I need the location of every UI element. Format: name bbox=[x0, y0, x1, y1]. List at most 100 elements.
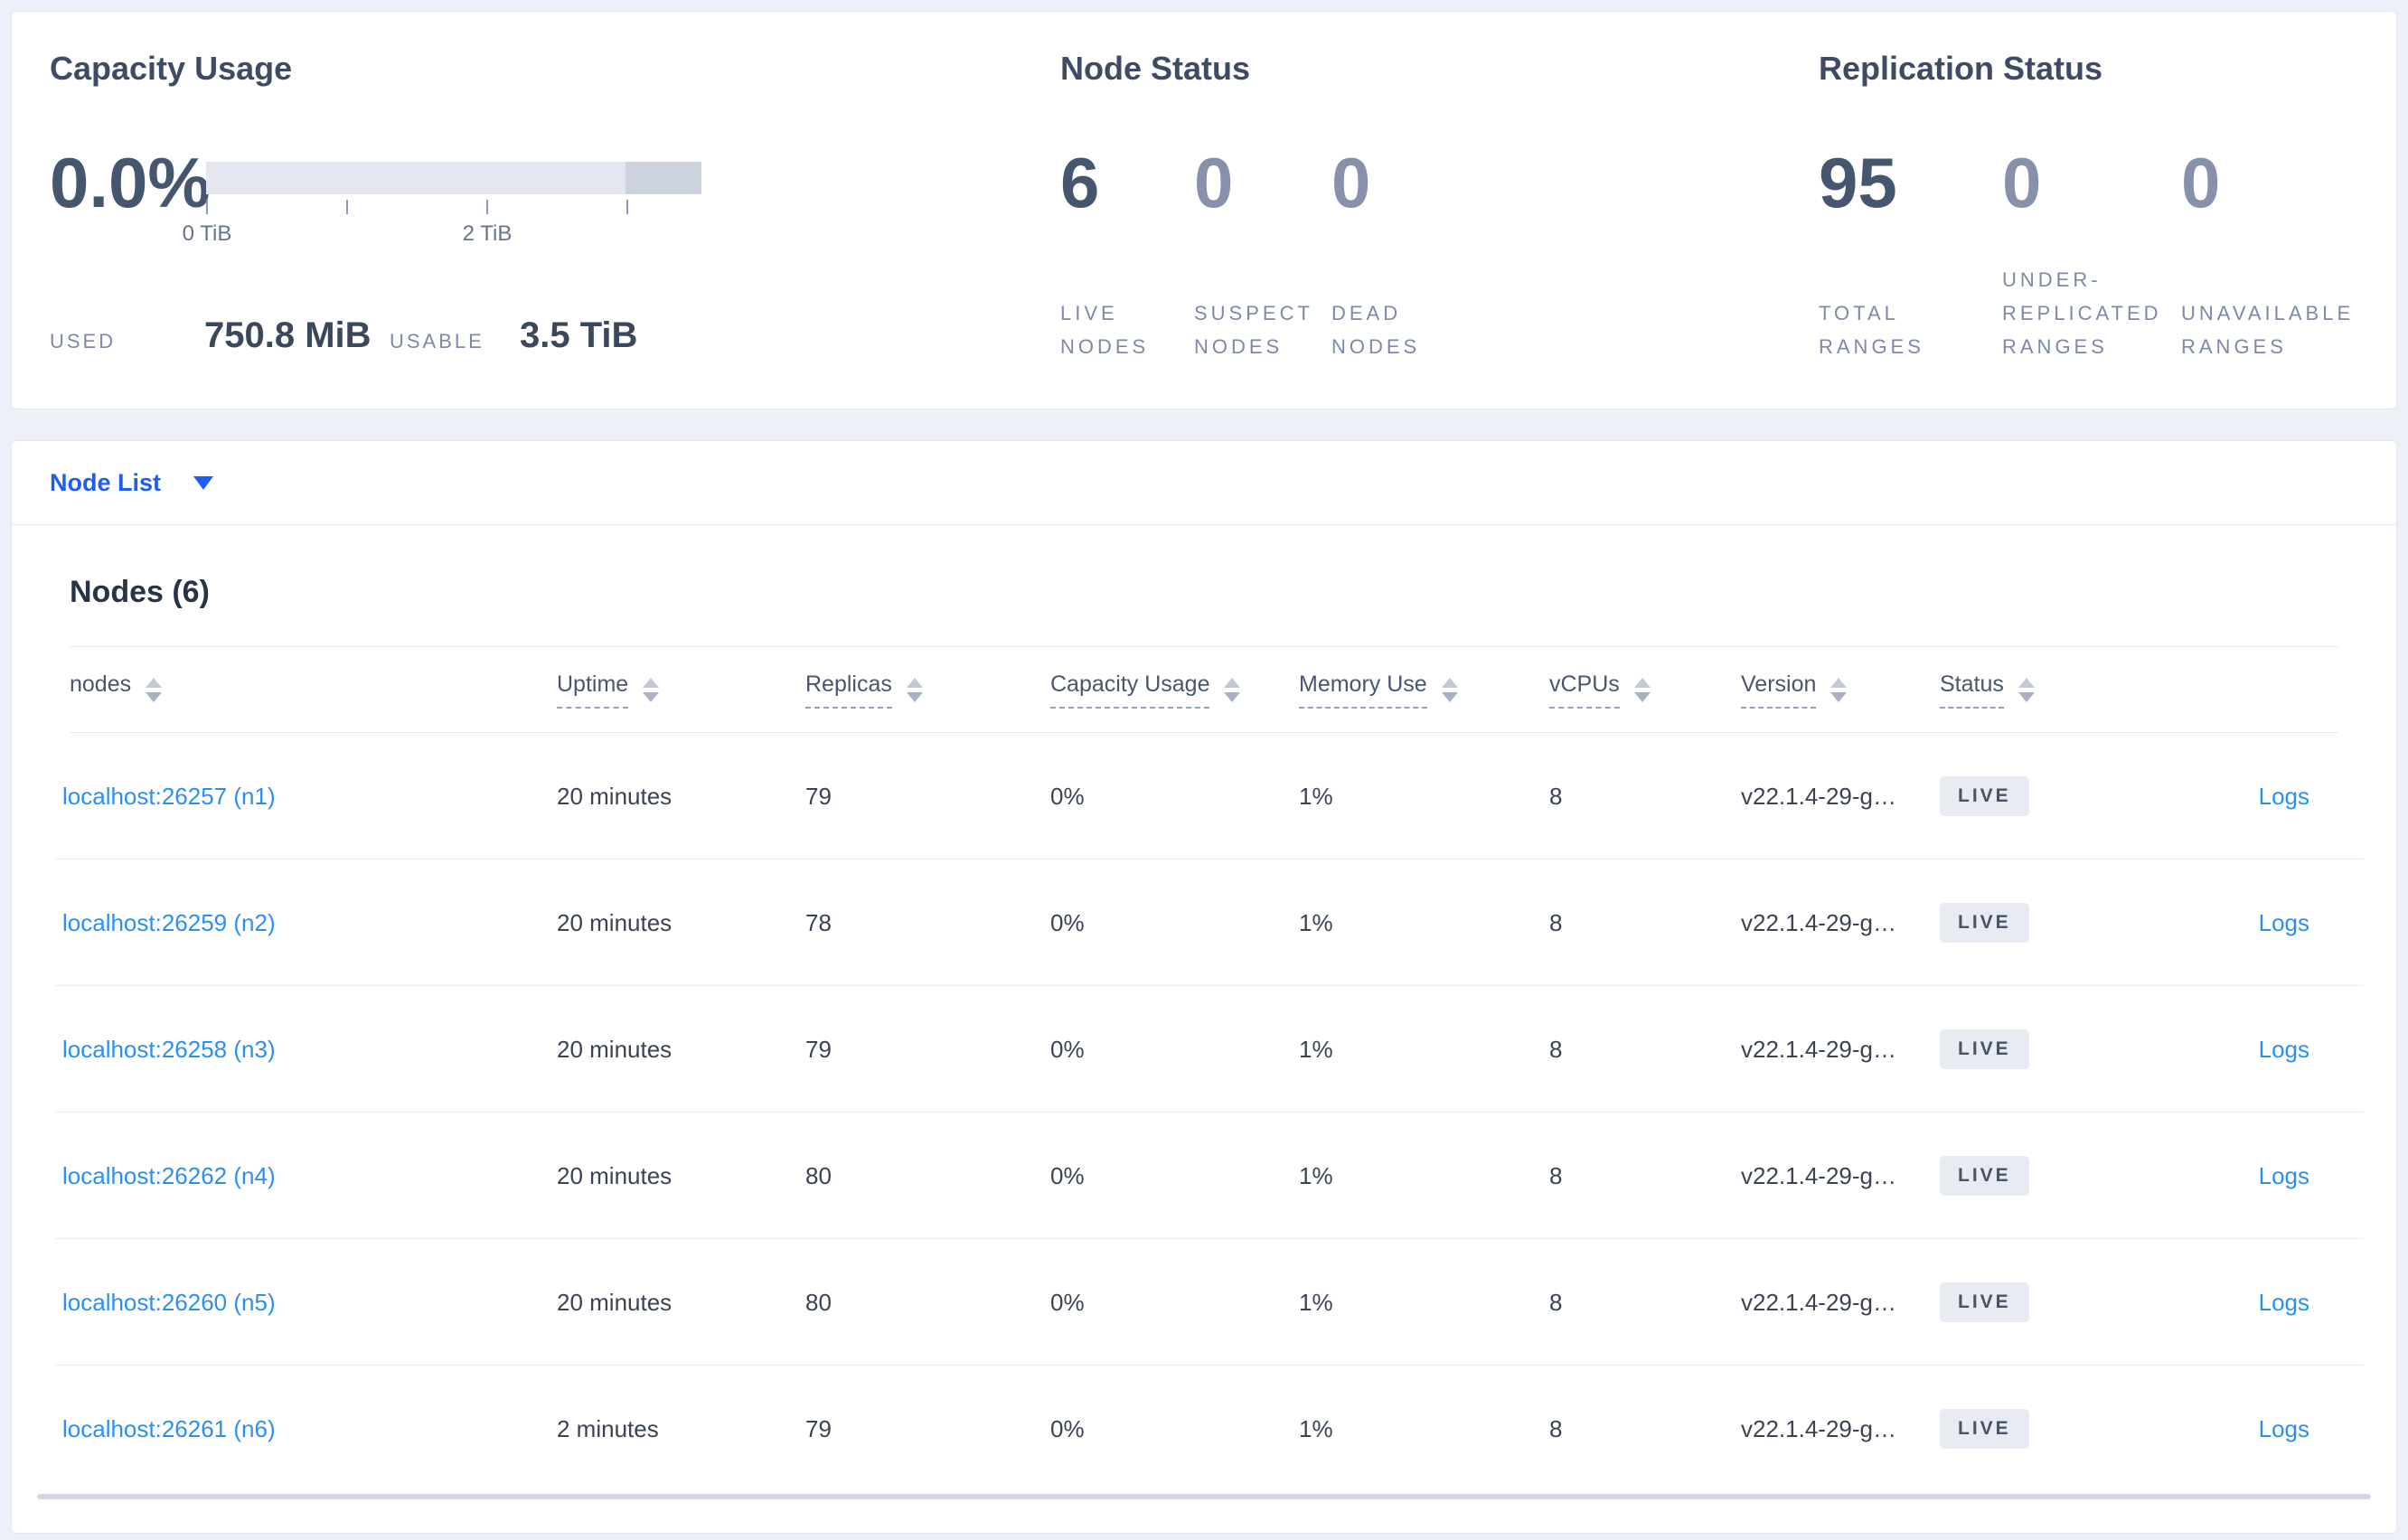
replicas-cell: 79 bbox=[805, 1035, 832, 1063]
node-link[interactable]: localhost:26262 (n4) bbox=[62, 1161, 276, 1189]
memory-cell: 1% bbox=[1299, 1414, 1333, 1442]
logs-link[interactable]: Logs bbox=[2258, 1161, 2309, 1189]
usable-label: USABLE bbox=[390, 330, 484, 352]
replicas-cell: 79 bbox=[805, 1414, 832, 1442]
vcpus-cell: 8 bbox=[1549, 1414, 1563, 1442]
total-ranges-count: 95 bbox=[1819, 143, 1897, 222]
vcpus-cell: 8 bbox=[1549, 1161, 1563, 1189]
logs-link[interactable]: Logs bbox=[2258, 782, 2309, 810]
live-nodes-label: LIVE NODES bbox=[1060, 302, 1150, 358]
node-link[interactable]: localhost:26259 (n2) bbox=[62, 908, 276, 936]
live-nodes-count: 6 bbox=[1060, 143, 1100, 222]
under-replicated-ranges-label: UNDER-REPLICATED RANGES bbox=[2002, 268, 2162, 358]
capacity-cell: 0% bbox=[1050, 908, 1085, 936]
capacity-bar-other-segment bbox=[626, 162, 701, 194]
sort-icon bbox=[1633, 677, 1651, 702]
replicas-cell: 78 bbox=[805, 908, 832, 936]
table-row: localhost:26260 (n5) 20 minutes 80 0% 1%… bbox=[12, 1239, 2396, 1366]
unavailable-ranges-count: 0 bbox=[2181, 143, 2221, 222]
replicas-cell: 80 bbox=[805, 1288, 832, 1316]
horizontal-scrollbar[interactable] bbox=[37, 1494, 2371, 1499]
node-list-card: Node List Nodes (6) nodes Uptime Replica… bbox=[11, 440, 2397, 1534]
capacity-bar-usable-segment bbox=[206, 162, 626, 194]
node-link[interactable]: localhost:26261 (n6) bbox=[62, 1414, 276, 1442]
capacity-cell: 0% bbox=[1050, 1288, 1085, 1316]
table-row: localhost:26258 (n3) 20 minutes 79 0% 1%… bbox=[12, 986, 2396, 1113]
dead-nodes-label: DEAD NODES bbox=[1331, 302, 1421, 358]
sort-icon bbox=[2018, 677, 2035, 702]
capacity-cell: 0% bbox=[1050, 1035, 1085, 1063]
memory-cell: 1% bbox=[1299, 782, 1333, 810]
version-cell: v22.1.4-29-g… bbox=[1741, 782, 1896, 810]
logs-link[interactable]: Logs bbox=[2258, 1414, 2309, 1442]
capacity-cell: 0% bbox=[1050, 1414, 1085, 1442]
uptime-cell: 20 minutes bbox=[557, 1288, 673, 1316]
capacity-axis-tick bbox=[486, 200, 488, 214]
logs-link[interactable]: Logs bbox=[2258, 908, 2309, 936]
vcpus-cell: 8 bbox=[1549, 1035, 1563, 1063]
version-cell: v22.1.4-29-g… bbox=[1741, 1288, 1896, 1316]
total-ranges-label: TOTAL RANGES bbox=[1819, 302, 1924, 358]
node-status-title: Node Status bbox=[1060, 50, 1251, 87]
column-header-vcpus[interactable]: vCPUs bbox=[1549, 671, 1741, 709]
dead-nodes-count: 0 bbox=[1331, 143, 1371, 222]
column-header-capacity-usage[interactable]: Capacity Usage bbox=[1050, 671, 1299, 709]
cluster-summary-card: Capacity Usage 0.0% 0 TiB 2 TiB USED 750… bbox=[11, 11, 2397, 409]
logs-link[interactable]: Logs bbox=[2258, 1288, 2309, 1316]
status-badge: LIVE bbox=[1940, 903, 2029, 943]
node-list-dropdown[interactable]: Node List bbox=[12, 441, 2396, 525]
table-row: localhost:26257 (n1) 20 minutes 79 0% 1%… bbox=[12, 733, 2396, 859]
uptime-cell: 20 minutes bbox=[557, 782, 673, 810]
status-badge: LIVE bbox=[1940, 776, 2029, 816]
nodes-table-header: nodes Uptime Replicas Capacity Usage Mem… bbox=[70, 646, 2338, 733]
sort-icon bbox=[146, 677, 163, 702]
replicas-cell: 80 bbox=[805, 1161, 832, 1189]
memory-cell: 1% bbox=[1299, 1035, 1333, 1063]
column-header-version[interactable]: Version bbox=[1741, 671, 1940, 709]
logs-link[interactable]: Logs bbox=[2258, 1035, 2309, 1063]
uptime-cell: 20 minutes bbox=[557, 1161, 673, 1189]
vcpus-cell: 8 bbox=[1549, 908, 1563, 936]
status-badge: LIVE bbox=[1940, 1282, 2029, 1322]
column-header-status[interactable]: Status bbox=[1940, 671, 2166, 709]
vcpus-cell: 8 bbox=[1549, 1288, 1563, 1316]
node-list-dropdown-label: Node List bbox=[50, 468, 162, 496]
caret-down-icon bbox=[193, 475, 214, 490]
node-link[interactable]: localhost:26258 (n3) bbox=[62, 1035, 276, 1063]
version-cell: v22.1.4-29-g… bbox=[1741, 1414, 1896, 1442]
nodes-table-body: localhost:26257 (n1) 20 minutes 79 0% 1%… bbox=[12, 733, 2396, 1492]
column-header-replicas[interactable]: Replicas bbox=[805, 671, 1050, 709]
status-badge: LIVE bbox=[1940, 1409, 2029, 1449]
sort-icon bbox=[1224, 677, 1241, 702]
replicas-cell: 79 bbox=[805, 782, 832, 810]
suspect-nodes-label: SUSPECT NODES bbox=[1194, 302, 1313, 358]
sort-icon bbox=[1830, 677, 1848, 702]
suspect-nodes-count: 0 bbox=[1194, 143, 1234, 222]
node-link[interactable]: localhost:26260 (n5) bbox=[62, 1288, 276, 1316]
node-link[interactable]: localhost:26257 (n1) bbox=[62, 782, 276, 810]
capacity-axis-label-0: 0 TiB bbox=[182, 221, 232, 246]
uptime-cell: 2 minutes bbox=[557, 1414, 659, 1442]
table-row: localhost:26262 (n4) 20 minutes 80 0% 1%… bbox=[12, 1113, 2396, 1239]
column-header-memory-use[interactable]: Memory Use bbox=[1299, 671, 1549, 709]
capacity-axis-label-2: 2 TiB bbox=[462, 221, 513, 246]
version-cell: v22.1.4-29-g… bbox=[1741, 1161, 1896, 1189]
unavailable-ranges-label: UNAVAILABLE RANGES bbox=[2181, 302, 2355, 358]
sort-icon bbox=[1441, 677, 1458, 702]
column-header-nodes[interactable]: nodes bbox=[70, 671, 557, 709]
sort-icon bbox=[643, 677, 660, 702]
table-row: localhost:26259 (n2) 20 minutes 78 0% 1%… bbox=[12, 859, 2396, 986]
used-value: 750.8 MiB bbox=[204, 315, 372, 355]
capacity-axis-tick bbox=[346, 200, 348, 214]
version-cell: v22.1.4-29-g… bbox=[1741, 908, 1896, 936]
under-replicated-ranges-count: 0 bbox=[2002, 143, 2042, 222]
uptime-cell: 20 minutes bbox=[557, 1035, 673, 1063]
capacity-usage-title: Capacity Usage bbox=[50, 50, 293, 87]
column-header-uptime[interactable]: Uptime bbox=[557, 671, 805, 709]
uptime-cell: 20 minutes bbox=[557, 908, 673, 936]
status-badge: LIVE bbox=[1940, 1029, 2029, 1069]
status-badge: LIVE bbox=[1940, 1156, 2029, 1196]
usable-value: 3.5 TiB bbox=[520, 315, 638, 355]
replication-status-title: Replication Status bbox=[1819, 50, 2103, 87]
table-row: localhost:26261 (n6) 2 minutes 79 0% 1% … bbox=[12, 1366, 2396, 1492]
